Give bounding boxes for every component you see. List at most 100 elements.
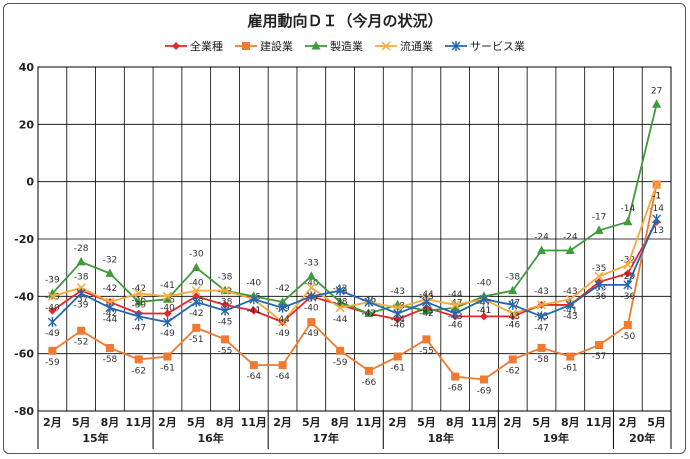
data-label: -45 xyxy=(45,293,60,303)
series-line xyxy=(51,221,658,324)
data-label: -47 xyxy=(534,323,549,333)
data-label: -40 xyxy=(304,278,319,288)
x-tick-label: 11月 xyxy=(241,416,267,429)
data-label: -64 xyxy=(246,372,261,382)
data-point xyxy=(421,305,431,315)
data-point xyxy=(565,299,575,310)
data-label: -49 xyxy=(45,329,60,339)
data-point xyxy=(422,335,431,344)
data-label: -24 xyxy=(534,232,549,242)
data-label: -44 xyxy=(103,315,118,325)
x-tick-label: 8月 xyxy=(216,416,235,429)
data-label: -28 xyxy=(74,244,89,254)
x-tick-label: 5月 xyxy=(187,416,206,429)
data-point xyxy=(192,292,201,301)
year-label: 19年 xyxy=(543,431,569,445)
data-point xyxy=(537,311,547,322)
series-line xyxy=(51,184,658,381)
x-tick-label: 2月 xyxy=(619,416,638,429)
data-point xyxy=(134,288,144,298)
data-label: -44 xyxy=(275,315,290,325)
y-tick-label: 0 xyxy=(26,176,34,189)
data-label: -39 xyxy=(45,275,60,285)
x-tick-label: 2月 xyxy=(503,416,522,429)
x-tick-label: 11月 xyxy=(471,416,497,429)
data-label: -43 xyxy=(505,312,520,322)
legend-item: サービス業 xyxy=(445,38,525,54)
data-point xyxy=(249,361,258,370)
data-label: -36 xyxy=(592,292,607,302)
x-tick-label: 11月 xyxy=(126,416,152,429)
data-label: -41 xyxy=(246,306,261,316)
data-label: -58 xyxy=(103,355,118,365)
data-point xyxy=(364,297,374,308)
data-label: -43 xyxy=(563,312,578,322)
data-point xyxy=(335,297,345,306)
data-point xyxy=(47,291,57,301)
data-point xyxy=(594,225,604,234)
data-label: -64 xyxy=(275,372,290,382)
data-point xyxy=(450,302,460,312)
data-label: -38 xyxy=(333,298,348,308)
data-point xyxy=(508,312,517,321)
data-label: -42 xyxy=(419,309,434,319)
data-label: -40 xyxy=(160,303,175,313)
data-label: -42 xyxy=(131,284,146,294)
data-label: -40 xyxy=(45,303,60,313)
data-point xyxy=(134,311,144,322)
x-tick-label: 11月 xyxy=(586,416,612,429)
chart-title: 雇用動向ＤＩ（今月の状況） xyxy=(247,12,443,30)
data-point xyxy=(48,306,57,315)
data-label: -1 xyxy=(652,192,661,202)
data-point xyxy=(278,297,288,306)
legend-label: 流通業 xyxy=(400,40,433,53)
legend-item: 製造業 xyxy=(305,38,363,54)
data-point xyxy=(278,302,288,313)
data-point xyxy=(393,308,403,319)
data-point xyxy=(48,346,57,355)
data-label: -49 xyxy=(160,329,175,339)
data-label: -42 xyxy=(275,284,290,294)
data-label: -59 xyxy=(333,358,348,368)
y-tick-label: 40 xyxy=(19,61,35,74)
year-label: 18年 xyxy=(428,431,454,445)
data-point xyxy=(162,317,172,328)
data-point xyxy=(652,213,662,224)
data-point xyxy=(163,352,172,361)
data-label: -61 xyxy=(563,364,578,374)
data-label: -61 xyxy=(160,364,175,374)
x-tick-label: 5月 xyxy=(647,416,666,429)
x-tick-label: 5月 xyxy=(417,416,436,429)
data-label: -42 xyxy=(362,309,377,319)
x-tick-label: 8月 xyxy=(446,416,465,429)
y-tick-label: -80 xyxy=(14,405,34,418)
data-label: -44 xyxy=(448,290,463,300)
data-label: -43 xyxy=(534,287,549,297)
data-point xyxy=(623,279,633,290)
data-point xyxy=(191,286,201,296)
legend-marker xyxy=(242,42,250,50)
legend-swatch xyxy=(235,42,257,50)
data-point xyxy=(76,288,86,299)
data-point xyxy=(278,317,288,327)
x-tick-label: 8月 xyxy=(101,416,120,429)
data-point xyxy=(364,308,374,318)
data-point xyxy=(594,271,604,281)
data-label: -45 xyxy=(218,318,233,328)
data-point xyxy=(595,341,604,350)
legend: 全業種 建設業 製造業 流通業 サービス業 xyxy=(0,38,690,54)
data-label: -40 xyxy=(246,278,261,288)
data-point xyxy=(307,318,316,327)
data-label: -39 xyxy=(131,300,146,310)
x-tick-label: 11月 xyxy=(356,416,382,429)
data-point xyxy=(479,312,488,321)
data-point xyxy=(47,317,57,328)
data-label: -41 xyxy=(419,306,434,316)
data-label: -43 xyxy=(390,287,405,297)
data-point xyxy=(105,268,115,277)
legend-label: 全業種 xyxy=(190,40,223,53)
data-point xyxy=(249,306,258,315)
data-label: -38 xyxy=(74,273,89,283)
data-point xyxy=(306,271,316,280)
